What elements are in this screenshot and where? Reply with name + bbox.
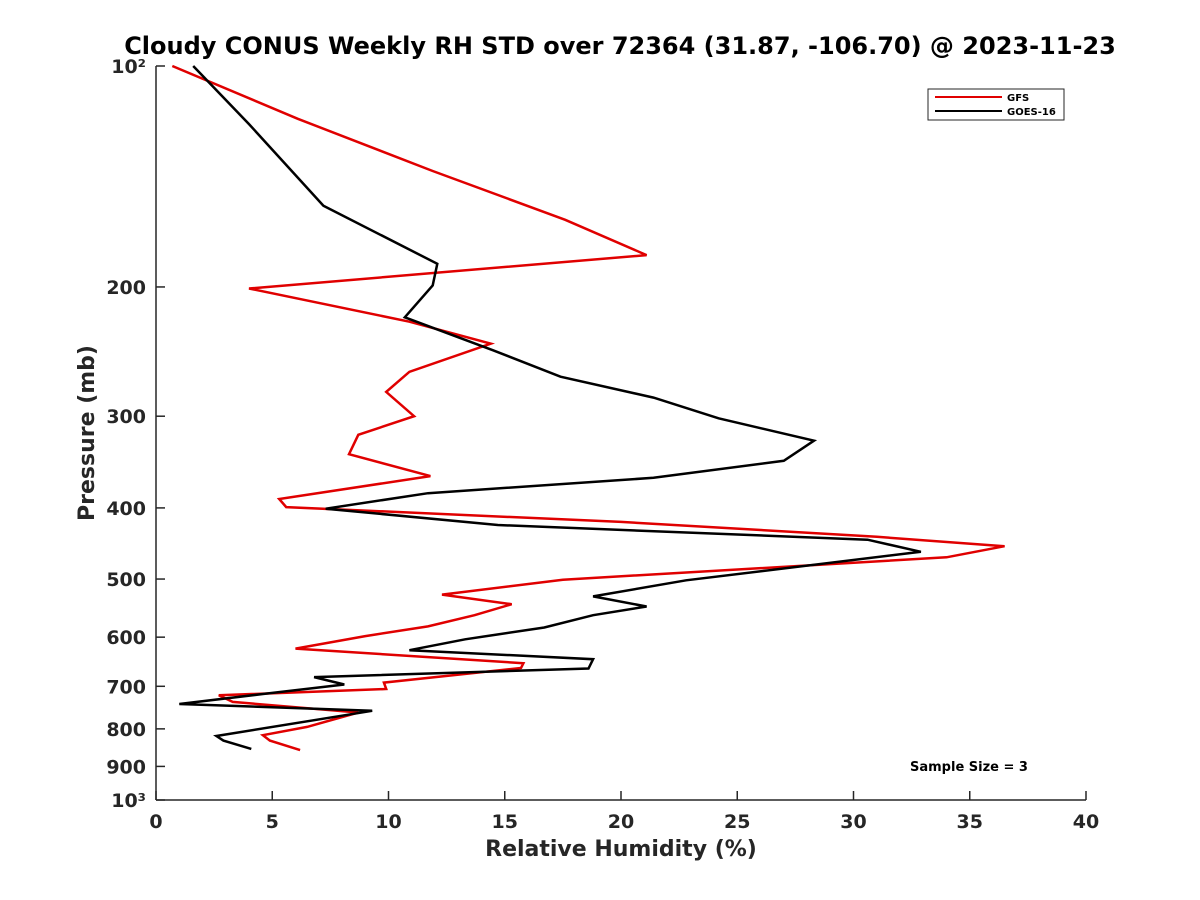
sample-size-annotation: Sample Size = 3 — [910, 760, 1028, 775]
chart-title: Cloudy CONUS Weekly RH STD over 72364 (3… — [124, 32, 1116, 60]
y-tick-label: 800 — [106, 719, 146, 741]
series-line-gfs — [171, 64, 1005, 752]
x-ticks: 0 5 10 15 20 25 30 35 40 — [149, 791, 1099, 833]
x-tick-label: 0 — [149, 811, 162, 833]
x-axis-label: Relative Humidity (%) — [485, 837, 757, 862]
y-tick-label: 700 — [106, 676, 146, 698]
y-axis-label: Pressure (mb) — [75, 345, 100, 521]
y-tick-label: 10³ — [111, 790, 146, 812]
y-ticks: 10² 200 300 400 500 600 700 800 900 10³ — [106, 56, 165, 812]
y-tick-label: 500 — [106, 569, 146, 591]
series-line-goes16 — [179, 65, 922, 751]
x-tick-label: 5 — [266, 811, 279, 833]
x-tick-label: 35 — [957, 811, 983, 833]
legend-label-gfs: GFS — [1007, 93, 1029, 104]
x-tick-label: 10 — [375, 811, 401, 833]
y-tick-label: 400 — [106, 498, 146, 520]
y-tick-label: 300 — [106, 406, 146, 428]
y-tick-label: 200 — [106, 277, 146, 299]
legend-label-goes16: GOES-16 — [1007, 107, 1056, 118]
legend-box — [927, 88, 1065, 121]
x-tick-label: 30 — [840, 811, 866, 833]
legend: GFS GOES-16 — [927, 88, 1065, 121]
x-tick-label: 20 — [608, 811, 634, 833]
series-layer — [171, 64, 1005, 752]
x-tick-label: 25 — [724, 811, 750, 833]
x-tick-label: 15 — [492, 811, 518, 833]
y-tick-label: 900 — [106, 756, 146, 778]
x-tick-label: 40 — [1073, 811, 1099, 833]
y-tick-label: 10² — [111, 56, 146, 78]
y-tick-label: 600 — [106, 627, 146, 649]
